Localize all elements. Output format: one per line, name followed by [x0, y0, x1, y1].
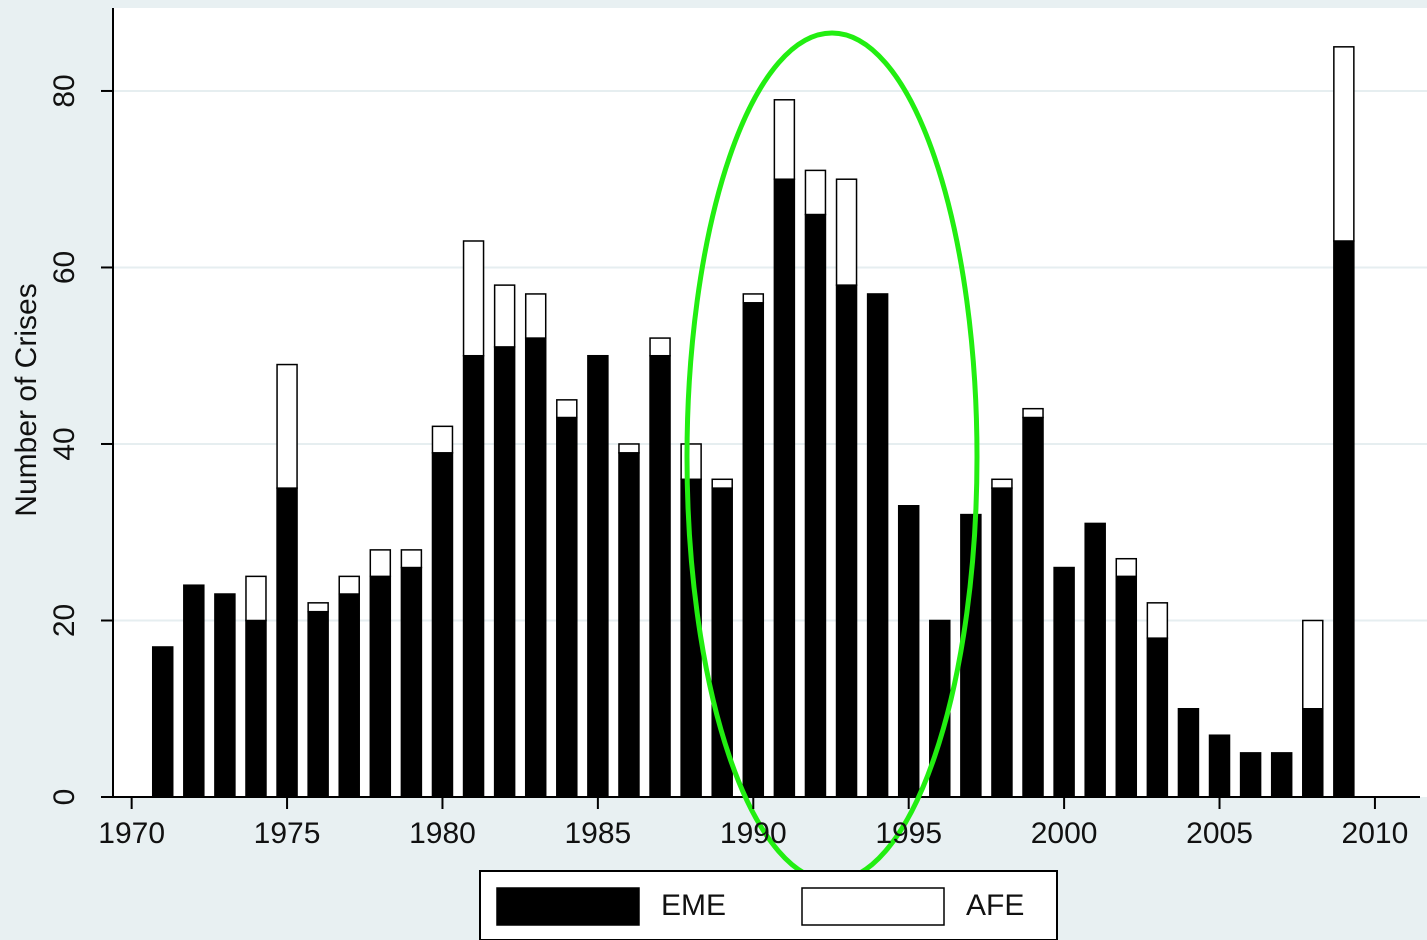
- bar-segment: [556, 416, 578, 798]
- bar-segment: [369, 575, 392, 798]
- bar-segment: [524, 337, 547, 798]
- bar-segment: [245, 619, 267, 798]
- bar-segment: [742, 293, 765, 304]
- bar-segment: [1115, 557, 1138, 578]
- bar-segment: [742, 302, 765, 798]
- bar-segment: [897, 505, 920, 798]
- bar-segment: [462, 240, 485, 357]
- bar-segment: [524, 293, 547, 339]
- bar-segment: [151, 646, 174, 798]
- bar-segment: [556, 399, 578, 419]
- x-tick-label: 1990: [720, 817, 787, 850]
- bar-segment: [587, 354, 609, 798]
- bar-segment: [493, 346, 516, 798]
- bar-segment: [618, 443, 640, 454]
- x-tick-label: 1980: [409, 817, 476, 850]
- bar-segment: [214, 593, 236, 798]
- legend-label: EME: [661, 889, 726, 922]
- bar-segment: [1239, 752, 1262, 798]
- y-tick-label: 60: [48, 251, 81, 284]
- x-tick-label: 1975: [254, 817, 321, 850]
- y-tick-label: 0: [48, 789, 81, 806]
- bar-segment: [1053, 566, 1075, 798]
- bar-segment: [1302, 707, 1324, 798]
- bar-segment: [1022, 407, 1044, 419]
- bar-segment: [276, 487, 298, 798]
- bar-segment: [431, 425, 454, 454]
- bar-segment: [649, 337, 671, 357]
- bar-segment: [773, 178, 796, 798]
- x-tick-label: 2000: [1031, 817, 1098, 850]
- bar-segment: [1177, 707, 1200, 798]
- bar-segment: [773, 99, 796, 180]
- bar-segment: [1270, 752, 1293, 798]
- bar-segment: [183, 584, 205, 798]
- bar-segment: [307, 602, 329, 613]
- x-tick-label: 1995: [875, 817, 942, 850]
- bar-segment: [711, 478, 733, 489]
- bar-segment: [245, 575, 267, 622]
- bar-segment: [493, 284, 516, 348]
- bar-segment: [400, 549, 423, 569]
- bar-segment: [680, 443, 702, 481]
- bar-segment: [991, 478, 1013, 489]
- legend-swatch: [801, 887, 945, 926]
- bar-segment: [1146, 602, 1169, 639]
- bar-segment: [1022, 416, 1044, 798]
- bar-segment: [866, 293, 889, 798]
- x-tick-label: 2005: [1186, 817, 1253, 850]
- bar-segment: [431, 452, 454, 798]
- bar-segment: [307, 610, 329, 798]
- bar-segment: [1084, 522, 1106, 798]
- bar-segment: [835, 284, 858, 798]
- y-tick-label: 40: [48, 427, 81, 460]
- legend-label: AFE: [966, 889, 1024, 922]
- bar-segment: [618, 452, 640, 798]
- bar-segment: [1146, 637, 1169, 798]
- x-tick-label: 1970: [98, 817, 165, 850]
- bar-segment: [400, 566, 423, 798]
- legend-swatch: [496, 887, 640, 926]
- bar-segment: [649, 354, 671, 798]
- bar-segment: [462, 354, 485, 798]
- bar-segment: [1115, 575, 1138, 798]
- bar-segment: [804, 213, 827, 798]
- bar-segment: [1208, 734, 1231, 798]
- y-axis-label: Number of Crises: [10, 283, 43, 516]
- bar-segment: [276, 363, 298, 489]
- bar-segment: [369, 549, 392, 578]
- y-tick-label: 80: [48, 74, 81, 107]
- bar-segment: [1333, 240, 1355, 798]
- bar-segment: [1333, 46, 1355, 242]
- y-tick-label: 20: [48, 604, 81, 637]
- bar-segment: [338, 575, 360, 595]
- bar-segment: [991, 487, 1013, 798]
- plot-area: [113, 8, 1427, 797]
- bar-segment: [835, 178, 858, 286]
- x-tick-label: 1985: [565, 817, 632, 850]
- bar-segment: [804, 169, 827, 216]
- bar-segment: [338, 593, 360, 798]
- x-tick-label: 2010: [1342, 817, 1409, 850]
- bar-segment: [1302, 619, 1324, 710]
